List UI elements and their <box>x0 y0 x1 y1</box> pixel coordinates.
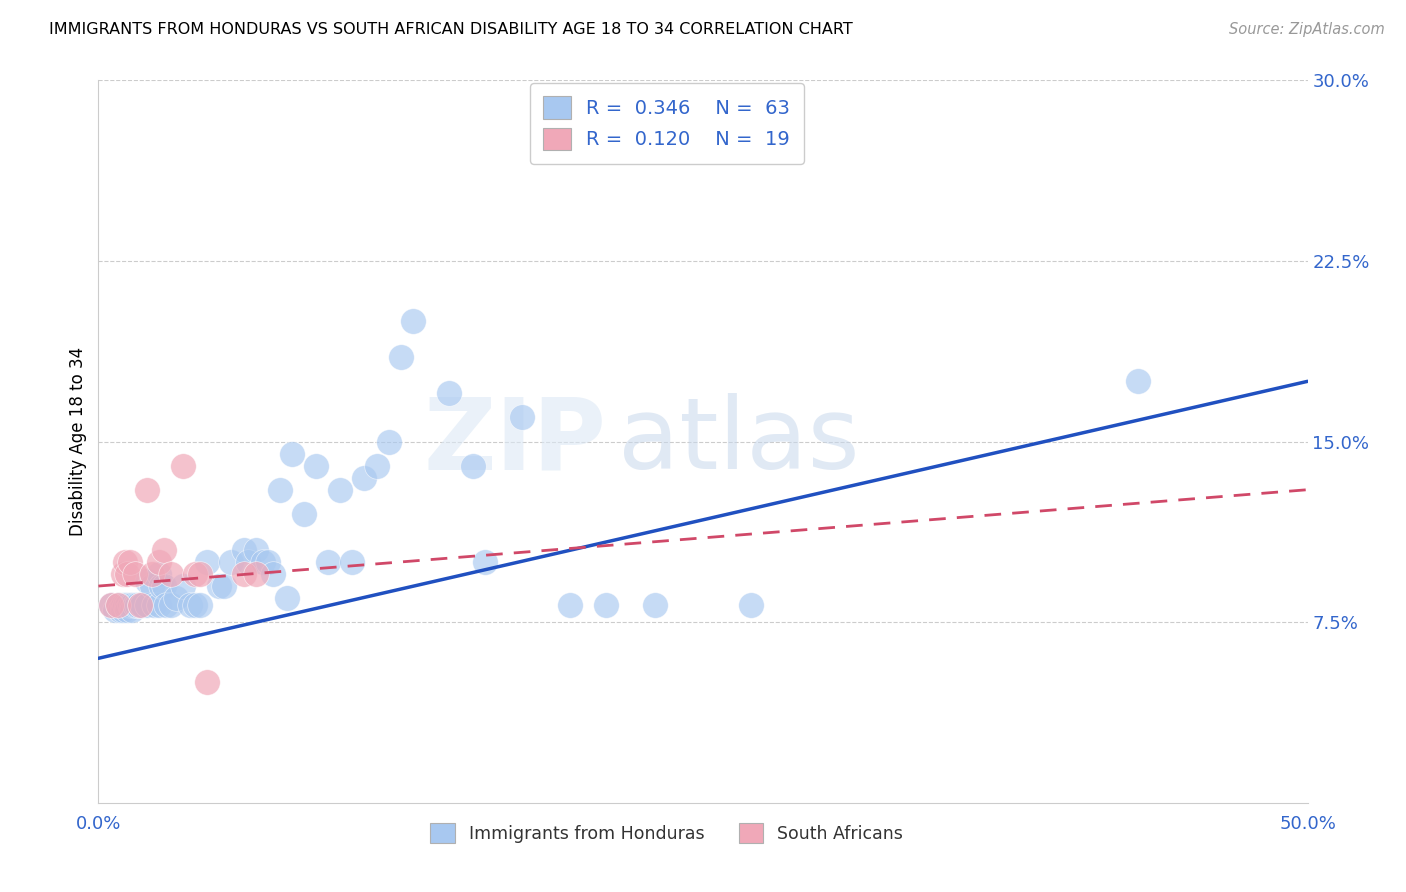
Point <box>221 555 243 569</box>
Point <box>212 579 235 593</box>
Point <box>121 603 143 617</box>
Point <box>135 574 157 589</box>
Point <box>160 599 183 613</box>
Point <box>245 542 267 557</box>
Point <box>111 603 134 617</box>
Y-axis label: Disability Age 18 to 34: Disability Age 18 to 34 <box>69 347 87 536</box>
Point <box>179 599 201 613</box>
Point <box>558 599 581 613</box>
Point <box>111 567 134 582</box>
Point <box>184 567 207 582</box>
Point <box>342 555 364 569</box>
Text: ZIP: ZIP <box>423 393 606 490</box>
Point <box>127 599 149 613</box>
Point <box>232 542 254 557</box>
Point <box>104 603 127 617</box>
Point <box>124 599 146 613</box>
Point <box>377 434 399 449</box>
Point <box>150 579 173 593</box>
Text: IMMIGRANTS FROM HONDURAS VS SOUTH AFRICAN DISABILITY AGE 18 TO 34 CORRELATION CH: IMMIGRANTS FROM HONDURAS VS SOUTH AFRICA… <box>49 22 853 37</box>
Point <box>172 458 194 473</box>
Text: atlas: atlas <box>619 393 860 490</box>
Point <box>117 567 139 582</box>
Point <box>256 555 278 569</box>
Point <box>366 458 388 473</box>
Point <box>141 567 163 582</box>
Point <box>276 591 298 605</box>
Text: Source: ZipAtlas.com: Source: ZipAtlas.com <box>1229 22 1385 37</box>
Point <box>135 599 157 613</box>
Point <box>107 599 129 613</box>
Point <box>595 599 617 613</box>
Point <box>252 555 274 569</box>
Point <box>238 555 260 569</box>
Point <box>292 507 315 521</box>
Point <box>1128 374 1150 388</box>
Point <box>124 567 146 582</box>
Point <box>148 599 170 613</box>
Point <box>100 599 122 613</box>
Point <box>165 591 187 605</box>
Point <box>143 599 166 613</box>
Point <box>111 599 134 613</box>
Point <box>232 567 254 582</box>
Point <box>114 555 136 569</box>
Point <box>117 599 139 613</box>
Point <box>172 579 194 593</box>
Point <box>108 603 131 617</box>
Point <box>148 555 170 569</box>
Point <box>269 483 291 497</box>
Point <box>155 599 177 613</box>
Point <box>474 555 496 569</box>
Point <box>135 483 157 497</box>
Point <box>117 603 139 617</box>
Point <box>208 579 231 593</box>
Point <box>353 470 375 484</box>
Point <box>188 599 211 613</box>
Point <box>114 599 136 613</box>
Legend: Immigrants from Honduras, South Africans: Immigrants from Honduras, South Africans <box>418 811 915 855</box>
Point <box>128 599 150 613</box>
Point <box>463 458 485 473</box>
Point <box>305 458 328 473</box>
Point <box>437 386 460 401</box>
Point <box>121 599 143 613</box>
Point <box>316 555 339 569</box>
Point <box>152 542 174 557</box>
Point <box>160 567 183 582</box>
Point <box>510 410 533 425</box>
Point <box>195 675 218 690</box>
Point <box>188 567 211 582</box>
Point <box>402 314 425 328</box>
Point <box>148 567 170 582</box>
Point <box>118 599 141 613</box>
Point <box>329 483 352 497</box>
Point <box>107 599 129 613</box>
Point <box>131 599 153 613</box>
Point <box>740 599 762 613</box>
Point <box>281 446 304 460</box>
Point <box>262 567 284 582</box>
Point <box>141 579 163 593</box>
Point <box>245 567 267 582</box>
Point <box>389 350 412 364</box>
Point <box>184 599 207 613</box>
Point <box>100 599 122 613</box>
Point <box>195 555 218 569</box>
Point <box>128 599 150 613</box>
Point <box>118 555 141 569</box>
Point <box>644 599 666 613</box>
Point <box>152 579 174 593</box>
